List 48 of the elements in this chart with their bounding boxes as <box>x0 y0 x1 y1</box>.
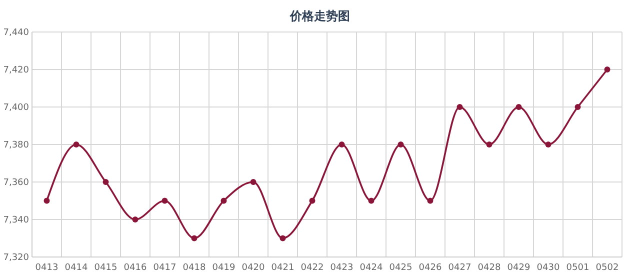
x-tick-label: 0413 <box>35 263 58 273</box>
x-tick-label: 0426 <box>418 263 442 273</box>
point <box>486 142 492 148</box>
point <box>191 235 198 242</box>
x-tick-label: 0420 <box>242 263 265 273</box>
x-tick-label: 0430 <box>536 263 560 273</box>
point <box>427 198 434 204</box>
point <box>338 142 345 148</box>
point <box>545 142 552 148</box>
point <box>220 198 227 204</box>
y-tick-label: 7,400 <box>3 103 30 113</box>
point <box>309 198 316 204</box>
point <box>73 142 80 148</box>
x-tick-label: 0425 <box>389 263 412 273</box>
point <box>604 66 610 72</box>
x-tick-label: 0428 <box>478 263 501 273</box>
y-tick-label: 7,340 <box>3 216 30 226</box>
point <box>516 104 522 110</box>
x-tick-label: 0414 <box>64 263 88 273</box>
point <box>162 198 168 204</box>
y-tick-label: 7,440 <box>3 28 30 38</box>
x-tick-label: 0427 <box>448 263 472 273</box>
x-tick-label: 0502 <box>596 263 619 273</box>
x-tick-label: 0418 <box>182 263 206 273</box>
y-tick-label: 7,360 <box>3 178 30 188</box>
x-tick-label: 0422 <box>300 263 324 273</box>
x-tick-label: 0421 <box>271 263 294 273</box>
point <box>44 198 50 204</box>
x-tick-label: 0423 <box>330 263 354 273</box>
point <box>132 216 138 222</box>
x-tick-label: 0424 <box>360 263 383 273</box>
x-tick-label: 0501 <box>566 263 590 273</box>
x-tick-label: 0416 <box>124 263 147 273</box>
chart-title: 价格走势图 <box>289 9 350 23</box>
x-tick-label: 0417 <box>153 263 176 273</box>
point <box>398 142 404 148</box>
point <box>102 179 109 185</box>
x-tick-label: 0415 <box>94 263 118 273</box>
point <box>280 235 286 242</box>
point <box>456 104 463 110</box>
point <box>574 104 581 110</box>
y-tick-label: 7,420 <box>3 66 30 76</box>
point <box>250 179 256 185</box>
x-tick-label: 0429 <box>507 263 530 273</box>
point <box>368 198 374 204</box>
x-tick-label: 0419 <box>212 263 236 273</box>
y-tick-label: 7,320 <box>3 253 30 263</box>
y-tick-label: 7,380 <box>3 140 30 150</box>
